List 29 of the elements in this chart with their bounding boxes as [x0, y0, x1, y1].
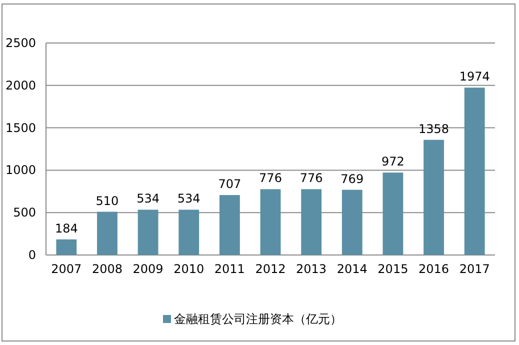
legend-label: 金融租赁公司注册资本（亿元） — [174, 312, 342, 326]
data-label: 776 — [259, 171, 282, 186]
x-tick-label: 2009 — [132, 262, 164, 276]
x-tick-label: 2014 — [336, 262, 368, 276]
x-tick-label: 2010 — [174, 262, 204, 276]
data-label: 776 — [300, 171, 323, 186]
y-tick-label: 500 — [13, 206, 36, 220]
x-tick-label: 2011 — [214, 262, 245, 276]
data-label: 510 — [96, 194, 119, 208]
x-tick-label: 2008 — [92, 262, 122, 276]
data-label: 534 — [177, 192, 200, 206]
y-tick-label: 2500 — [5, 36, 36, 50]
data-label: 707 — [218, 177, 242, 192]
data-label: 769 — [340, 172, 364, 186]
data-label: 1358 — [418, 122, 450, 136]
y-tick-label: 2000 — [5, 78, 36, 92]
data-label: 1974 — [459, 70, 490, 84]
x-tick-label: 2016 — [418, 262, 450, 276]
data-label: 534 — [136, 192, 160, 206]
y-tick-label: 1500 — [5, 120, 36, 135]
y-tick-label: 1000 — [5, 163, 36, 178]
data-label: 184 — [54, 221, 78, 236]
y-tick-label: 0 — [28, 248, 36, 262]
data-label: 972 — [382, 154, 404, 169]
x-tick-label: 2013 — [296, 262, 327, 276]
x-tick-label: 2007 — [51, 262, 82, 276]
x-tick-label: 2017 — [459, 262, 490, 276]
x-tick-label: 2012 — [255, 262, 286, 276]
x-tick-label: 2015 — [378, 262, 408, 276]
